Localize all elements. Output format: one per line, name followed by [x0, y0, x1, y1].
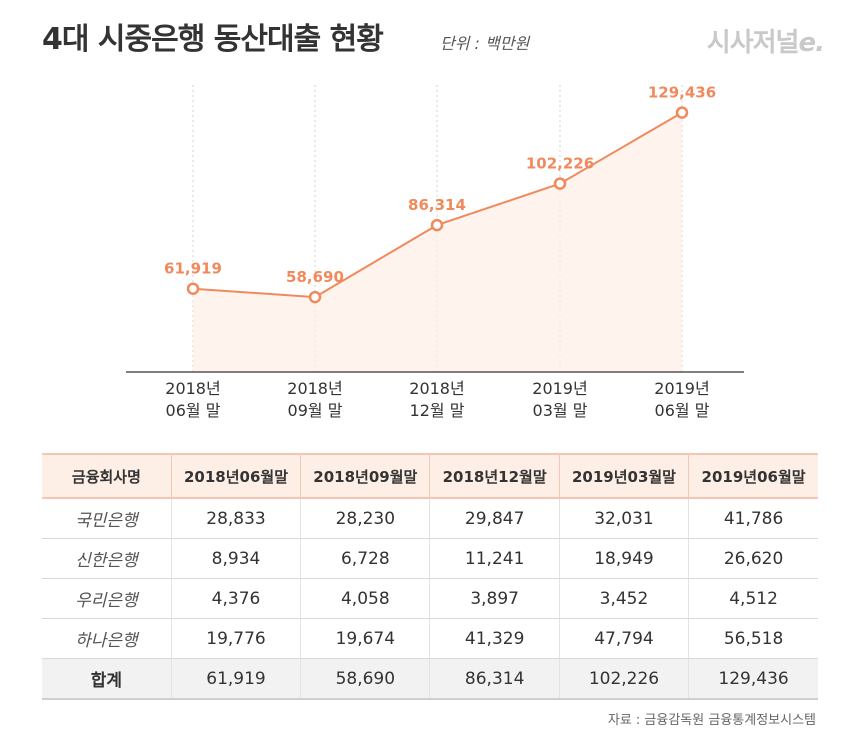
- table-cell: 3,897: [429, 578, 560, 619]
- table-cell: 32,031: [558, 498, 689, 539]
- x-tick-label: 2018년: [287, 379, 342, 398]
- data-table: 금융회사명 2018년06월말 2018년09월말 2018년12월말 2019…: [42, 453, 818, 700]
- data-point: [675, 106, 689, 119]
- data-point: [430, 218, 444, 232]
- total-cell: 86,314: [429, 658, 560, 700]
- table-cell: 3,452: [558, 578, 689, 619]
- x-tick-label: 2018년: [165, 379, 220, 398]
- total-cell: 61,919: [170, 658, 301, 700]
- table-header-cell: 2018년12월말: [429, 453, 560, 499]
- table-cell: 4,512: [688, 578, 818, 619]
- logo-text: 시사저널: [706, 28, 800, 58]
- table-cell: 41,329: [429, 618, 560, 659]
- table-cell: 28,230: [300, 498, 430, 539]
- bank-name-cell: 신한은행: [42, 538, 172, 579]
- data-label: 102,226: [526, 155, 594, 173]
- table-cell: 47,794: [558, 618, 689, 659]
- table-cell: 18,949: [558, 538, 689, 579]
- table-cell: 6,728: [300, 538, 430, 579]
- table-cell: 11,241: [429, 538, 560, 579]
- table-row: 하나은행 19,776 19,674 41,329 47,794 56,518: [42, 618, 818, 659]
- data-label: 58,690: [286, 268, 344, 286]
- table-header-cell: 2018년09월말: [300, 453, 430, 499]
- x-tick-label: 03월 말: [533, 401, 588, 420]
- table-cell: 28,833: [170, 498, 301, 539]
- x-tick-label: 06월 말: [655, 401, 710, 420]
- bank-name-cell: 우리은행: [42, 578, 172, 619]
- x-tick-label: 12월 말: [410, 401, 465, 420]
- data-label: 61,919: [164, 260, 222, 278]
- table-cell: 19,674: [300, 618, 430, 659]
- chart-title: 4대 시중은행 동산대출 현황: [42, 22, 384, 57]
- publisher-logo: 시사저널e.: [706, 22, 825, 59]
- table-cell: 56,518: [688, 618, 818, 659]
- table-header-cell: 2018년06월말: [170, 453, 301, 499]
- area-fill: [193, 112, 682, 372]
- table-cell: 8,934: [170, 538, 301, 579]
- data-point: [308, 290, 322, 304]
- table-cell: 29,847: [429, 498, 560, 539]
- line-chart: 61,919 58,690 86,314 102,226 129,436 2018년 06월…: [126, 84, 744, 420]
- header: 4대 시중은행 동산대출 현황 단위 : 백만원 시사저널e.: [0, 0, 860, 70]
- data-label: 86,314: [408, 196, 466, 214]
- x-tick-label: 06월 말: [166, 401, 221, 420]
- table-row: 우리은행 4,376 4,058 3,897 3,452 4,512: [42, 578, 818, 619]
- bank-name-cell: 국민은행: [42, 498, 172, 539]
- table-row: 국민은행 28,833 28,230 29,847 32,031 41,786: [42, 498, 818, 539]
- source-note: 자료 : 금융감독원 금융통계정보시스템: [607, 713, 816, 728]
- table-cell: 4,376: [170, 578, 301, 619]
- total-label-cell: 합계: [42, 658, 172, 700]
- table-header-cell: 2019년06월말: [688, 453, 818, 499]
- unit-label: 단위 : 백만원: [440, 34, 530, 53]
- table-row: 신한은행 8,934 6,728 11,241 18,949 26,620: [42, 538, 818, 579]
- data-label: 129,436: [648, 84, 716, 102]
- table-header-cell: 금융회사명: [42, 453, 172, 499]
- table-cell: 41,786: [688, 498, 818, 539]
- table-cell: 4,058: [300, 578, 430, 619]
- table-header-cell: 2019년03월말: [558, 453, 689, 499]
- total-row: 합계 61,919 58,690 86,314 102,226 129,436: [42, 658, 818, 700]
- table-header-row: 금융회사명 2018년06월말 2018년09월말 2018년12월말 2019…: [42, 453, 818, 499]
- total-cell: 58,690: [300, 658, 430, 700]
- total-cell: 129,436: [688, 658, 818, 700]
- x-tick-label: 2019년: [654, 379, 709, 398]
- total-cell: 102,226: [558, 658, 689, 700]
- x-tick-label: 2019년: [532, 379, 587, 398]
- data-point: [186, 282, 200, 295]
- logo-suffix: e.: [798, 28, 824, 58]
- table-cell: 26,620: [688, 538, 818, 579]
- data-point: [553, 177, 567, 190]
- x-tick-label: 2018년: [409, 379, 464, 398]
- bank-name-cell: 하나은행: [42, 618, 172, 659]
- table-cell: 19,776: [170, 618, 301, 659]
- x-tick-label: 09월 말: [288, 401, 343, 420]
